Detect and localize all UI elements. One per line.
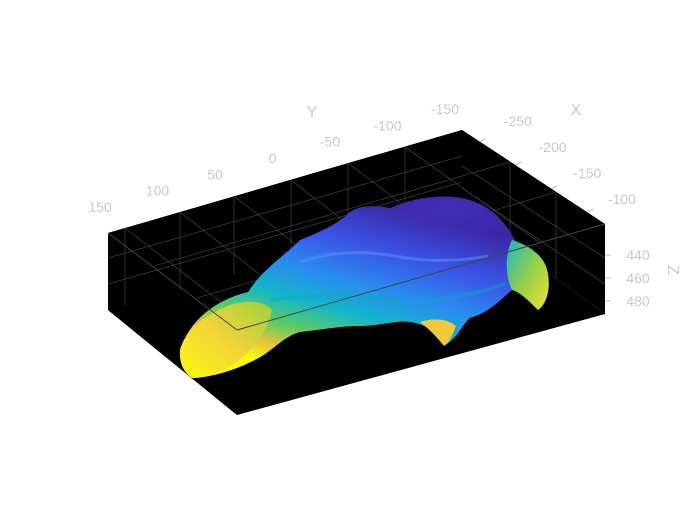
- x-tick-label: -200: [539, 139, 567, 155]
- x-tick-mark: [479, 138, 487, 143]
- x-axis-ticks: -250 -200 -150 -100: [479, 113, 636, 213]
- x-tick-label: -250: [504, 113, 532, 129]
- x-tick-label: -150: [573, 165, 601, 181]
- back-wall-grid: [107, 147, 463, 305]
- surface-ridge-highlight: [299, 251, 489, 264]
- surface-plot: [179, 196, 549, 378]
- y-tick-label: 100: [146, 183, 170, 199]
- x-axis-label: X: [571, 102, 582, 119]
- y-axis-ticks: 150 100 50 0 -50 -100 -150: [88, 101, 459, 215]
- z-tick-label: 440: [626, 247, 650, 263]
- surface-lower-ridge: [420, 319, 456, 346]
- z-axis-ticks: 440 460 480: [605, 247, 650, 309]
- surface-top-region: [342, 196, 512, 258]
- y-tick-label: 0: [269, 150, 277, 166]
- y-tick-label: 150: [88, 199, 112, 215]
- y-tick-label: -50: [320, 134, 340, 150]
- y-tick-label: -150: [431, 101, 459, 117]
- x-tick-label: -100: [608, 191, 636, 207]
- y-tick-label: 50: [207, 166, 223, 182]
- surface-ridge-shadow: [269, 282, 506, 303]
- x-tick-mark: [515, 161, 522, 166]
- x-tick-mark: [551, 185, 558, 190]
- z-tick-label: 460: [626, 270, 650, 286]
- surface-tail: [179, 301, 272, 378]
- z-tick-label: 480: [626, 293, 650, 309]
- y-tick-label: -100: [373, 117, 401, 133]
- surface-head: [506, 240, 549, 310]
- x-tick-mark: [586, 208, 594, 213]
- y-axis-label: Y: [307, 104, 318, 121]
- z-axis-label: Z: [664, 265, 681, 275]
- axes-box-edges: [107, 223, 606, 331]
